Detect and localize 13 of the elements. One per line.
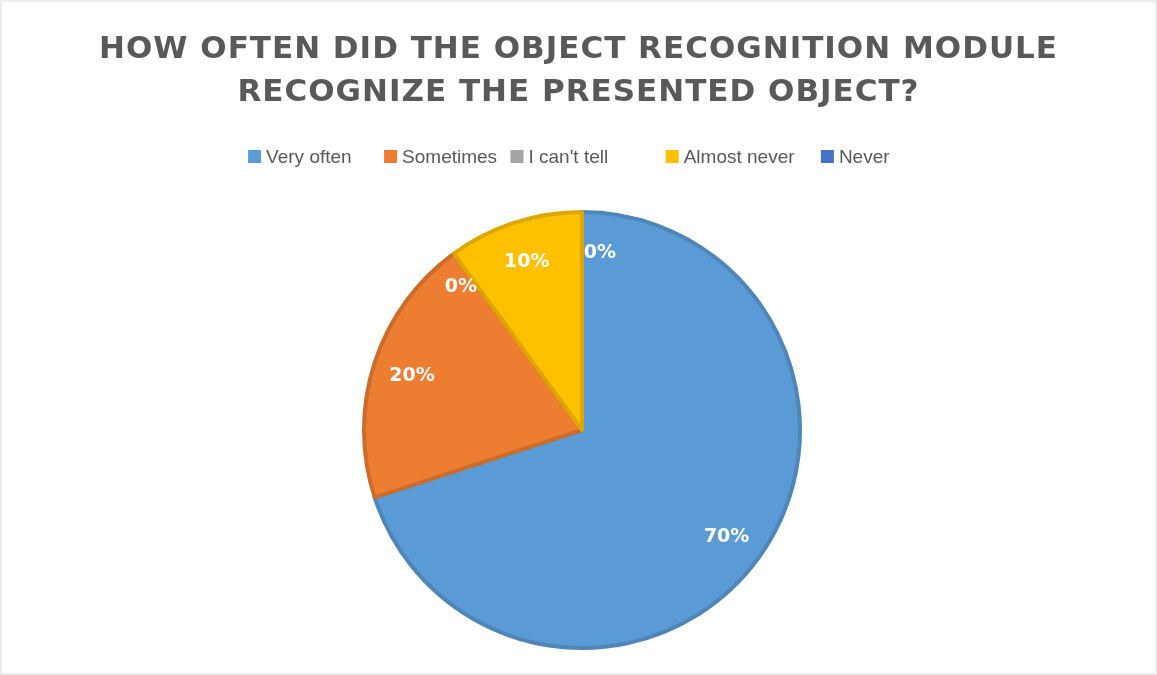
- legend-label: Sometimes: [402, 146, 498, 167]
- data-label: 10%: [504, 248, 550, 271]
- text: 0%: [444, 274, 478, 297]
- pie-slice: [372, 210, 802, 650]
- text: 0%: [583, 239, 617, 262]
- legend-label: Never: [838, 146, 891, 167]
- legend-label: Almost never: [683, 146, 796, 167]
- legend-label: Very often: [266, 146, 352, 167]
- chart-title: HOW OFTEN DID THE OBJECT RECOGNITION MODULE RECOGNIZE THE PRESENTED OBJECT?: [99, 29, 1058, 108]
- legend-label: I can't tell: [528, 146, 609, 167]
- data-label: 70%: [703, 523, 750, 546]
- pie-slice: [362, 251, 584, 500]
- data-label: 20%: [389, 363, 435, 386]
